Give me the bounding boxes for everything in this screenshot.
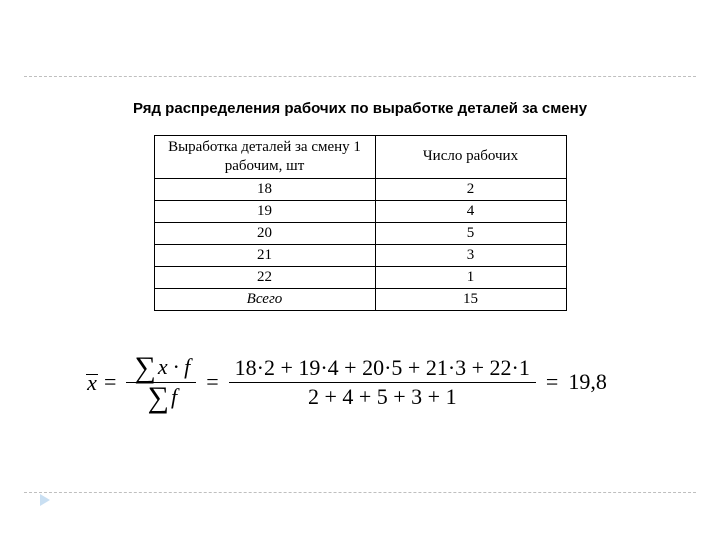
expanded-fraction: 18·2 + 19·4 + 20·5 + 21·3 + 22·1 2 + 4 +… xyxy=(229,354,536,410)
bottom-divider xyxy=(24,492,696,493)
x-bar-symbol: x xyxy=(86,374,98,389)
cell-workers: 2 xyxy=(375,178,566,200)
sigma-icon: ∑ xyxy=(132,354,157,381)
weighted-mean-formula: x = ∑ x · f ∑ f = 18·2 + 19·4 + 20·5 + 2… xyxy=(40,353,680,412)
slide-title: Ряд распределения рабочих по выработке д… xyxy=(40,100,680,117)
equals-sign: = xyxy=(546,369,558,395)
table-row: 22 1 xyxy=(154,266,566,288)
equals-sign: = xyxy=(206,369,218,395)
col-header-output: Выработка деталей за смену 1 рабочим, шт xyxy=(154,136,375,179)
distribution-table: Выработка деталей за смену 1 рабочим, шт… xyxy=(154,135,567,311)
table-body: 18 2 19 4 20 5 21 3 22 1 Всего 15 xyxy=(154,178,566,310)
cell-output: 19 xyxy=(154,200,375,222)
cell-workers: 4 xyxy=(375,200,566,222)
table-row: 21 3 xyxy=(154,244,566,266)
sigma-icon: ∑ xyxy=(146,384,171,411)
table-row: 18 2 xyxy=(154,178,566,200)
sigma-den-expr: f xyxy=(171,384,177,409)
expanded-denominator: 2 + 4 + 5 + 3 + 1 xyxy=(302,383,463,410)
cell-total-label: Всего xyxy=(154,288,375,310)
col-header-workers: Число рабочих xyxy=(375,136,566,179)
cell-workers: 3 xyxy=(375,244,566,266)
equals-sign: = xyxy=(104,369,116,395)
cell-workers: 5 xyxy=(375,222,566,244)
table-footer-row: Всего 15 xyxy=(154,288,566,310)
formula-result: 19,8 xyxy=(568,369,607,395)
table-row: 19 4 xyxy=(154,200,566,222)
sigma-fraction: ∑ x · f ∑ f xyxy=(126,353,196,412)
cell-output: 20 xyxy=(154,222,375,244)
slide-bullet-icon xyxy=(40,494,50,506)
table-row: 20 5 xyxy=(154,222,566,244)
cell-total-value: 15 xyxy=(375,288,566,310)
expanded-numerator: 18·2 + 19·4 + 20·5 + 21·3 + 22·1 xyxy=(229,354,536,381)
cell-output: 21 xyxy=(154,244,375,266)
top-divider xyxy=(24,76,696,77)
sigma-num-expr: x · f xyxy=(158,354,190,379)
slide-content: Ряд распределения рабочих по выработке д… xyxy=(0,100,720,412)
cell-output: 22 xyxy=(154,266,375,288)
cell-workers: 1 xyxy=(375,266,566,288)
cell-output: 18 xyxy=(154,178,375,200)
